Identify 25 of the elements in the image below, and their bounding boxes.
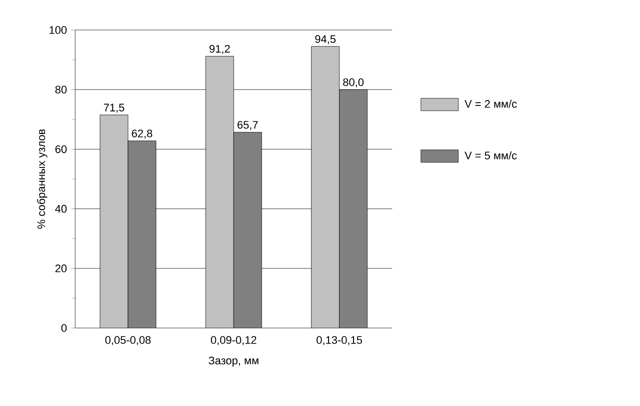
y-tick-label: 40 [55, 204, 67, 213]
x-axis-title: Зазор, мм [208, 356, 258, 367]
data-label: 71,5 [104, 104, 124, 113]
y-tick-label: 80 [55, 86, 67, 94]
legend-label: V = 5 мм/с [464, 151, 517, 160]
x-tick-label: 0,09-0,12 [210, 336, 256, 346]
bar [128, 140, 156, 328]
bar [233, 132, 262, 328]
y-tick-label: 60 [55, 145, 67, 154]
data-label: 65,7 [238, 120, 258, 130]
legend-label: V = 2 мм/с [464, 100, 517, 108]
y-tick-label: 20 [55, 264, 67, 272]
y-axis-title: % собранных узлов [36, 129, 48, 229]
bar [205, 56, 234, 328]
y-tick-label: 0 [61, 324, 67, 332]
data-label: 80,0 [343, 78, 364, 88]
x-tick-label: 0,05-0,08 [105, 336, 151, 346]
x-tick-label: 0,13-0,15 [316, 336, 362, 346]
data-label: 62,8 [132, 130, 152, 139]
data-label: 94,5 [315, 35, 336, 44]
data-label: 91,2 [210, 44, 230, 54]
bar [339, 89, 368, 328]
bar [100, 114, 128, 328]
bar [311, 46, 340, 328]
y-tick-label: 100 [50, 26, 67, 34]
